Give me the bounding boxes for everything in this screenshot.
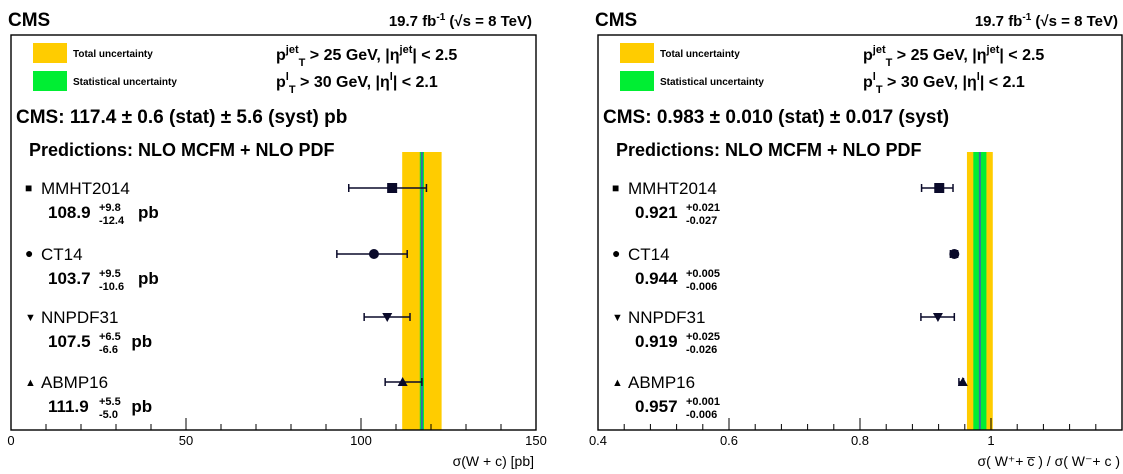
prediction-err-up: +0.021 [686, 202, 720, 214]
prediction-err-down: -0.006 [686, 281, 717, 293]
x-tick-label: 0.4 [589, 433, 607, 448]
prediction-err-down: -0.026 [686, 344, 717, 356]
data-point-triangle-down [932, 313, 943, 322]
x-tick-label: 0.8 [851, 433, 869, 448]
legend-marker-square: ■ [25, 181, 32, 195]
prediction-err-down: -5.0 [99, 409, 118, 421]
cut-jet-label: pjetT > 25 GeV, |ηjet| < 2.5 [276, 44, 457, 69]
legend-label: Statistical uncertainty [73, 77, 177, 88]
lumi-label: 19.7 fb-1 (√s = 8 TeV) [975, 12, 1118, 30]
legend-label: Total uncertainty [660, 49, 740, 60]
x-tick-label: 100 [350, 433, 372, 448]
prediction-unit: pb [138, 269, 159, 288]
data-point-circle [949, 249, 960, 259]
prediction-value: 108.9 [48, 203, 91, 222]
legend-marker-triangle-down: ▼ [612, 312, 623, 324]
prediction-name: MMHT2014 [628, 179, 717, 198]
prediction-err-up: +0.001 [686, 396, 720, 408]
legend-label: Total uncertainty [73, 49, 153, 60]
prediction-name: ABMP16 [41, 373, 108, 392]
prediction-name: ABMP16 [628, 373, 695, 392]
data-point-square [387, 183, 398, 193]
prediction-err-down: -0.006 [686, 409, 717, 421]
x-tick-label: 150 [525, 433, 547, 448]
x-tick-label: 0.6 [720, 433, 738, 448]
prediction-value: 0.957 [635, 397, 678, 416]
x-tick-label: 0 [7, 433, 14, 448]
legend-marker-triangle-up: ▲ [25, 377, 36, 389]
prediction-err-up: +6.5 [99, 331, 121, 343]
prediction-value: 103.7 [48, 269, 91, 288]
prediction-value: 107.5 [48, 332, 91, 351]
prediction-unit: pb [131, 397, 152, 416]
legend-swatch-2 [33, 71, 67, 91]
x-tick-label: 50 [179, 433, 193, 448]
legend-swatch-1 [33, 43, 67, 63]
legend-marker-circle: ● [25, 245, 33, 261]
chart-panel-2: CMS 19.7 fb-1 (√s = 8 TeV) Total uncertain… [589, 10, 1123, 469]
prediction-name: NNPDF31 [41, 308, 118, 327]
prediction-value: 111.9 [48, 397, 89, 416]
prediction-err-down: -12.4 [99, 215, 125, 227]
prediction-value: 0.944 [635, 269, 678, 288]
prediction-name: NNPDF31 [628, 308, 705, 327]
data-point-square [934, 183, 945, 193]
prediction-err-up: +0.005 [686, 268, 720, 280]
prediction-err-down: -0.027 [686, 215, 717, 227]
plot-frame [597, 34, 1123, 431]
experiment-label: CMS [595, 10, 637, 31]
legend-swatch-2 [620, 71, 654, 91]
prediction-unit: pb [131, 332, 152, 351]
plot-frame [10, 34, 537, 431]
prediction-err-up: +0.025 [686, 331, 720, 343]
x-axis-title: σ( W⁺+ c̅ ) / σ( W⁻+ c ) [978, 453, 1121, 469]
x-tick-label: 1 [987, 433, 994, 448]
data-point-circle [368, 249, 379, 259]
prediction-value: 0.921 [635, 203, 678, 222]
cut-jet-label: pjetT > 25 GeV, |ηjet| < 2.5 [863, 44, 1044, 69]
prediction-value: 0.919 [635, 332, 678, 351]
legend-marker-triangle-up: ▲ [612, 377, 623, 389]
legend-swatch-1 [620, 43, 654, 63]
prediction-unit: pb [138, 203, 159, 222]
prediction-err-up: +5.5 [99, 396, 121, 408]
prediction-err-up: +9.8 [99, 202, 121, 214]
predictions-title: Predictions: NLO MCFM + NLO PDF [29, 140, 335, 160]
legend-label: Statistical uncertainty [660, 77, 764, 88]
data-point-triangle-up [397, 377, 408, 386]
legend-marker-circle: ● [612, 245, 620, 261]
cut-lepton-label: plT > 30 GeV, |ηl| < 2.1 [863, 71, 1025, 96]
prediction-err-down: -10.6 [99, 281, 124, 293]
lumi-label: 19.7 fb-1 (√s = 8 TeV) [389, 12, 532, 30]
prediction-err-up: +9.5 [99, 268, 121, 280]
predictions-title: Predictions: NLO MCFM + NLO PDF [616, 140, 922, 160]
legend-marker-square: ■ [612, 181, 619, 195]
experiment-label: CMS [8, 10, 50, 31]
prediction-name: MMHT2014 [41, 179, 130, 198]
measurement-text: CMS: 0.983 ± 0.010 (stat) ± 0.017 (syst) [603, 107, 949, 128]
prediction-err-down: -6.6 [99, 344, 118, 356]
legend-marker-triangle-down: ▼ [25, 312, 36, 324]
data-point-triangle-up [957, 377, 968, 386]
cut-lepton-label: plT > 30 GeV, |ηl| < 2.1 [276, 71, 438, 96]
chart-panel-1: CMS 19.7 fb-1 (√s = 8 TeV) Total uncertain… [7, 10, 546, 469]
data-point-triangle-down [382, 313, 393, 322]
prediction-name: CT14 [628, 245, 670, 264]
prediction-name: CT14 [41, 245, 83, 264]
x-axis-title: σ(W + c) [pb] [453, 453, 534, 469]
measurement-text: CMS: 117.4 ± 0.6 (stat) ± 5.6 (syst) pb [16, 107, 347, 128]
